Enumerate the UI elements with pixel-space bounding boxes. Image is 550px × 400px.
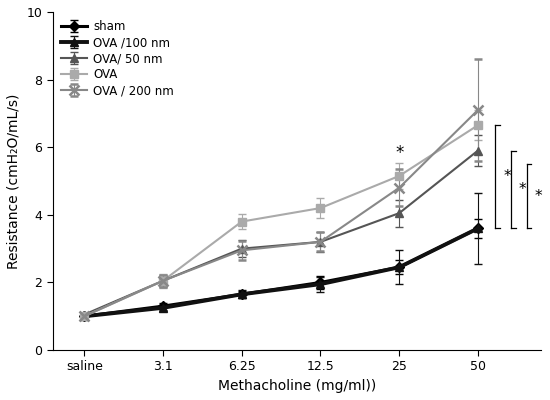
Y-axis label: Resistance (cmH₂O/mL/s): Resistance (cmH₂O/mL/s) <box>7 93 21 269</box>
Text: *: * <box>535 189 542 204</box>
Text: *: * <box>503 170 511 184</box>
Legend: sham, OVA /100 nm, OVA/ 50 nm, OVA, OVA / 200 nm: sham, OVA /100 nm, OVA/ 50 nm, OVA, OVA … <box>56 16 178 102</box>
X-axis label: Methacholine (mg/ml)): Methacholine (mg/ml)) <box>218 379 376 393</box>
Text: *: * <box>519 182 526 197</box>
Text: *: * <box>395 144 403 162</box>
